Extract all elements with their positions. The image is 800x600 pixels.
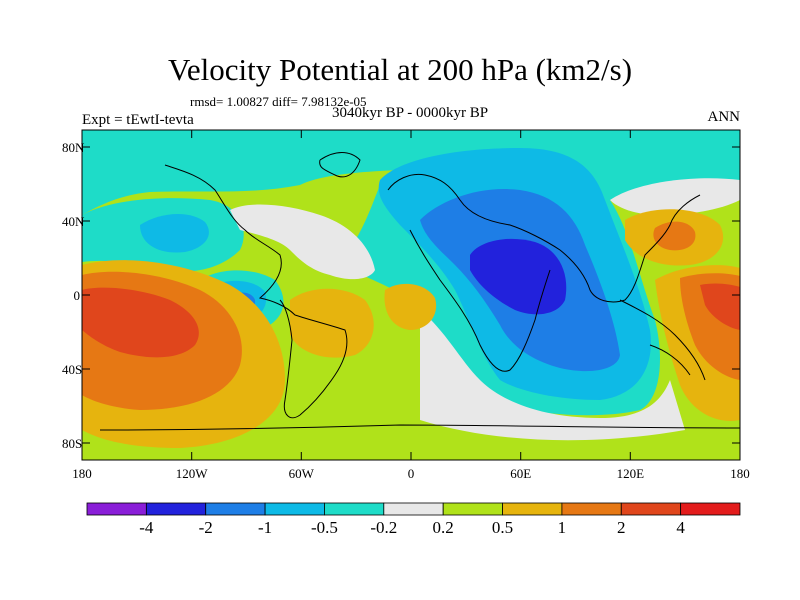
colorbar [86,502,741,516]
rmsd-diff-stats: rmsd= 1.00827 diff= 7.98132e-05 [190,94,367,109]
field-north-band [82,130,740,215]
lon-label-180e: 180 [730,466,750,481]
field-zero-east-asia [610,178,740,215]
axis-ticks [82,130,740,460]
lat-label-80n: 80N [62,140,85,155]
lon-label-60e: 60E [510,466,532,481]
lon-label-120e: 120E [616,466,645,481]
colorbar-label: 1 [557,518,567,537]
field-zero-south-atlantic [420,310,685,441]
field-pos05-west-africa [384,283,437,330]
field-pos1-east-asia [653,221,696,251]
colorbar-swatch [620,502,682,516]
colorbar-swatch [502,502,563,516]
colorbar-label: 0.5 [491,518,514,537]
coastlines [99,152,740,431]
field-neg1-north-america [140,214,209,253]
colorbar-swatch [383,502,444,516]
colorbar-label: 4 [676,518,685,537]
colorbar-swatch [680,502,741,516]
colorbar-swatch [561,502,622,516]
colorbar-swatch [442,502,503,516]
lat-label-0: 0 [73,288,81,303]
colorbar-label: -2 [198,518,213,537]
lon-label-60w: 60W [288,466,314,481]
plot-title: Velocity Potential at 200 hPa (km2/s) [167,52,633,87]
colorbar-swatch [145,502,207,516]
lat-label-80s: 80S [62,436,83,451]
season-label: ANN [707,109,741,125]
colorbar-label: -4 [139,518,154,537]
lon-label-120w: 120W [175,466,208,481]
colorbar-swatch [324,502,385,516]
colorbar-label: -0.2 [370,518,398,537]
period-label: 3040kyr BP - 0000kyr BP [331,105,489,121]
colorbar-swatch [205,502,266,516]
contour-field [82,130,740,460]
colorbar-label: 0.2 [432,518,454,537]
experiment-label: Expt = tEwtI-tevta [82,112,194,128]
colorbar-label: -0.5 [310,518,338,537]
colorbar-swatch [264,502,325,516]
field-zero-atlantic [230,204,375,280]
colorbar-swatch [86,502,147,516]
field-pos2-east-pacific [82,287,199,358]
colorbar-label: -1 [257,518,273,537]
lat-label-40n: 40N [62,214,85,229]
lat-label-40s: 40S [62,362,83,377]
field-pos2-west-pacific [700,283,740,330]
colorbar-label: 2 [617,518,626,537]
field-pos05-south-america [290,288,374,358]
lon-label-180w: 180 [72,466,92,481]
lon-label-0: 0 [407,466,415,481]
